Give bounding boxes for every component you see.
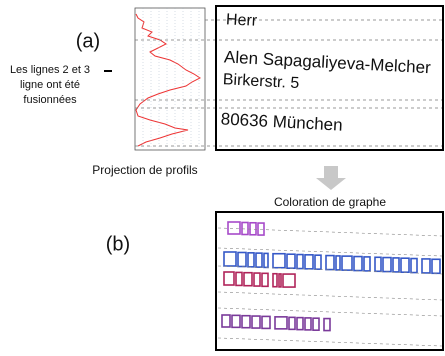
glyph-box	[236, 272, 242, 285]
side-note-line: Les lignes 2 et 3	[10, 64, 90, 76]
glyph-box	[305, 255, 313, 269]
figure: (a) Les lignes 2 et 3 ligne ont été fusi…	[0, 0, 445, 356]
glyph-box	[224, 272, 234, 285]
glyph-box	[393, 258, 399, 272]
glyph-box	[273, 274, 277, 287]
glyph-box	[383, 258, 391, 272]
glyph-box	[364, 257, 370, 271]
guide-line	[218, 338, 442, 346]
glyph-box	[254, 273, 260, 286]
arrow	[316, 166, 346, 190]
glyph-box	[224, 252, 236, 266]
glyph-box	[315, 255, 321, 269]
side-note-line: fusionnées	[23, 94, 77, 106]
glyph-box	[262, 273, 268, 286]
glyph-box	[283, 274, 295, 287]
glyph-box	[297, 318, 303, 330]
glyph-box	[411, 259, 417, 273]
glyph-box	[275, 317, 287, 329]
glyph-box	[258, 223, 264, 235]
side-note-line: ligne ont été	[20, 79, 80, 91]
address-line: 80636 München	[220, 109, 343, 134]
glyph-box	[297, 255, 303, 269]
panel-label: (a)	[76, 30, 100, 52]
glyph-box	[262, 316, 270, 328]
glyph-boxes	[222, 222, 440, 331]
glyph-box	[422, 259, 430, 273]
glyph-box	[232, 315, 240, 327]
address-line: Birkerstr. 5	[222, 71, 299, 92]
glyph-box	[244, 273, 252, 286]
glyph-box	[273, 254, 285, 268]
glyph-box	[222, 315, 230, 327]
glyph-box	[401, 258, 409, 272]
guide-line	[218, 292, 442, 300]
glyph-box	[242, 316, 250, 328]
guide-line	[218, 308, 442, 316]
panel-label: (b)	[106, 233, 130, 255]
glyph-box	[336, 256, 340, 270]
glyph-box	[326, 256, 334, 270]
glyph-box	[354, 257, 362, 271]
caption: Projection de profils	[92, 163, 197, 177]
glyph-box	[238, 252, 246, 266]
glyph-box	[432, 259, 440, 273]
glyph-box	[256, 253, 262, 267]
glyph-box	[242, 222, 248, 234]
glyph-box	[264, 253, 268, 267]
glyph-box	[305, 318, 311, 330]
glyph-box	[228, 222, 240, 234]
glyph-box	[250, 223, 256, 235]
glyph-box	[248, 253, 254, 267]
profile-curve	[136, 14, 200, 146]
caption: Coloration de graphe	[274, 195, 386, 209]
glyph-box	[279, 274, 281, 287]
glyph-box	[375, 257, 381, 271]
address-text: Herr Alen Sapagaliyeva-Melcher Birkerstr…	[220, 11, 433, 139]
glyph-box	[289, 317, 295, 329]
glyph-box	[252, 316, 260, 328]
glyph-box	[313, 318, 319, 330]
glyph-box	[287, 254, 295, 268]
address-line: Herr	[226, 11, 259, 30]
glyph-box	[324, 319, 330, 331]
glyph-box	[342, 256, 352, 270]
